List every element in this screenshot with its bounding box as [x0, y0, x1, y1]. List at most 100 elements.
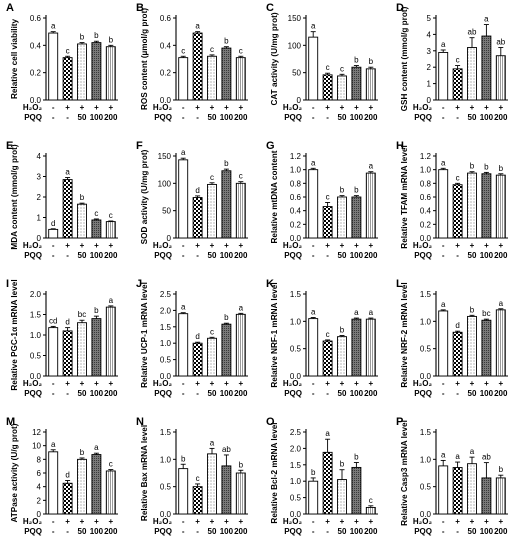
significance-letter: cd: [49, 316, 57, 325]
significance-letter: a: [311, 308, 316, 317]
x-tick-label-pqq: -: [456, 113, 459, 122]
y-tick-label: 0.5: [30, 352, 42, 361]
y-tick-label: 0.0: [420, 234, 432, 243]
row-label-h2o2: H₂O₂: [23, 241, 43, 250]
x-tick-label-h2o2: -: [52, 517, 55, 526]
x-tick-label-h2o2: +: [65, 241, 70, 250]
y-tick-label: 0.2: [30, 69, 42, 78]
significance-letter: d: [51, 219, 55, 228]
y-tick-label: 0.2: [420, 220, 432, 229]
y-tick-label: 0.5: [420, 483, 432, 492]
bar: [105, 306, 116, 377]
bar: [178, 57, 189, 101]
x-tick-label-h2o2: +: [368, 103, 373, 112]
x-tick-label-h2o2: +: [455, 103, 460, 112]
significance-letter: b: [239, 460, 244, 469]
x-tick-label-pqq: 50: [338, 251, 347, 260]
bar: [351, 466, 362, 515]
bar: [221, 170, 232, 239]
x-tick-label-pqq: 200: [104, 251, 118, 260]
x-tick-label-pqq: -: [312, 527, 315, 536]
y-tick-label: 0.4: [290, 207, 302, 216]
panel-letter: O: [266, 416, 275, 428]
bar: [322, 206, 333, 239]
x-tick-label-h2o2: +: [108, 517, 113, 526]
row-label-pqq: PQQ: [414, 389, 432, 398]
significance-letter: a: [195, 22, 200, 31]
y-tick-label: 0.0: [160, 510, 172, 519]
bar: [308, 318, 319, 377]
x-tick-label-h2o2: +: [210, 103, 215, 112]
y-axis-label: Relative NRF-2 mRNA level: [400, 282, 409, 387]
row-label-pqq: PQQ: [24, 251, 42, 260]
x-tick-label-h2o2: +: [455, 517, 460, 526]
bar: [495, 477, 506, 515]
x-tick-label-pqq: 50: [208, 527, 217, 536]
significance-letter: c: [456, 173, 460, 182]
significance-letter: a: [325, 429, 330, 438]
x-tick-label-h2o2: -: [52, 241, 55, 250]
x-tick-label-h2o2: +: [80, 103, 85, 112]
bar: [495, 309, 506, 377]
significance-letter: bc: [78, 310, 86, 319]
x-tick-label-pqq: 100: [90, 251, 104, 260]
significance-letter: c: [239, 172, 243, 181]
x-tick-label-h2o2: -: [442, 379, 445, 388]
x-tick-label-h2o2: +: [325, 379, 330, 388]
bar: [337, 336, 347, 377]
x-tick-label-h2o2: +: [498, 379, 503, 388]
x-tick-label-h2o2: +: [195, 379, 200, 388]
y-tick-label: 4: [427, 30, 432, 39]
panel-letter: P: [396, 416, 403, 428]
y-tick-label: 1.0: [30, 331, 42, 340]
x-tick-label-pqq: -: [66, 251, 69, 260]
bar: [62, 57, 73, 101]
x-tick-label-pqq: -: [326, 527, 329, 536]
x-tick-label-h2o2: +: [108, 379, 113, 388]
y-tick-label: 2: [427, 63, 432, 72]
significance-letter: c: [326, 330, 330, 339]
panel-letter: K: [266, 278, 274, 290]
row-label-h2o2: H₂O₂: [283, 517, 303, 526]
x-tick-label-h2o2: +: [455, 241, 460, 250]
significance-letter: ab: [482, 453, 491, 462]
bar: [221, 47, 232, 101]
x-tick-label-h2o2: -: [442, 103, 445, 112]
row-label-pqq: PQQ: [284, 389, 302, 398]
y-tick-label: 150: [158, 152, 172, 161]
x-tick-label-h2o2: -: [182, 241, 185, 250]
significance-letter: a: [210, 438, 215, 447]
x-tick-label-pqq: 200: [364, 389, 378, 398]
row-label-h2o2: H₂O₂: [413, 379, 433, 388]
x-tick-label-pqq: 50: [78, 527, 87, 536]
significance-letter: ab: [222, 445, 231, 454]
x-tick-label-h2o2: +: [340, 241, 345, 250]
bar: [192, 486, 203, 515]
significance-letter: a: [484, 15, 489, 24]
y-tick-label: 10: [32, 442, 41, 451]
x-tick-label-h2o2: +: [210, 379, 215, 388]
x-tick-label-h2o2: +: [368, 379, 373, 388]
x-tick-label-h2o2: +: [368, 517, 373, 526]
x-tick-label-h2o2: +: [484, 517, 489, 526]
x-tick-label-pqq: 50: [468, 389, 477, 398]
significance-letter: b: [340, 186, 345, 195]
y-tick-label: 0: [167, 234, 172, 243]
significance-letter: ab: [496, 38, 505, 47]
row-label-h2o2: H₂O₂: [153, 517, 173, 526]
bar: [178, 159, 189, 239]
significance-letter: a: [311, 158, 316, 167]
significance-letter: c: [239, 46, 243, 55]
y-axis-label: Relative UCP-1 mRNA level: [140, 282, 149, 388]
bar: [235, 57, 246, 101]
x-tick-label-pqq: -: [326, 113, 329, 122]
significance-letter: c: [94, 209, 98, 218]
x-tick-label-pqq: 100: [90, 527, 104, 536]
x-tick-label-h2o2: +: [80, 517, 85, 526]
significance-letter: b: [354, 186, 359, 195]
x-tick-label-pqq: 100: [480, 251, 494, 260]
y-tick-label: 2.5: [160, 290, 172, 299]
x-tick-label-h2o2: -: [52, 379, 55, 388]
